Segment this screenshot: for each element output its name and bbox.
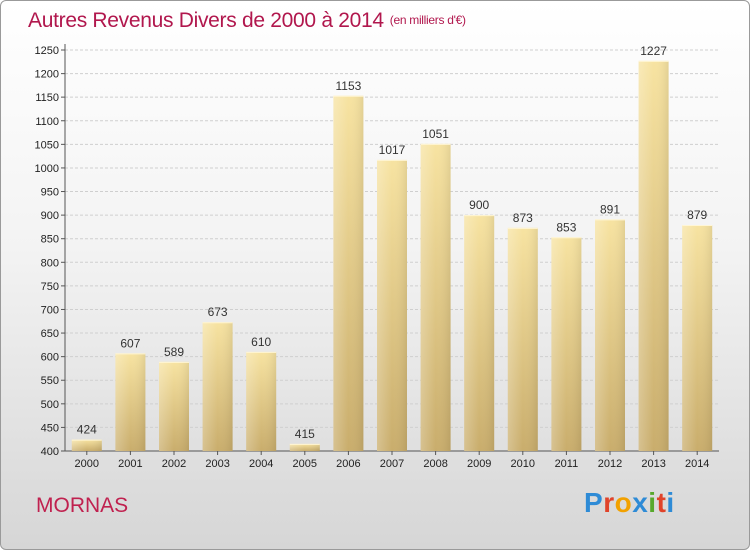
y-tick-label: 650 [41, 328, 59, 340]
x-tick-label-2001: 2001 [118, 458, 142, 470]
bar-shade-2009 [464, 215, 495, 451]
logo-letter: i [666, 487, 675, 518]
logo-letter: t [656, 487, 667, 518]
y-tick-label: 500 [41, 399, 59, 411]
value-label-2002: 589 [164, 345, 184, 359]
y-tick-label: 550 [41, 375, 59, 387]
value-label-2014: 879 [687, 208, 707, 222]
logo-letter: P [584, 487, 604, 518]
y-tick-label: 1250 [35, 45, 59, 57]
bar-shade-2007 [377, 159, 407, 451]
x-tick-label-2002: 2002 [162, 458, 186, 470]
x-tick-label-2008: 2008 [423, 458, 447, 470]
x-tick-label-2006: 2006 [336, 458, 360, 470]
value-label-2007: 1017 [379, 143, 406, 157]
value-label-2012: 891 [600, 202, 620, 216]
x-tick-label-2003: 2003 [205, 458, 229, 470]
x-tick-label-2012: 2012 [598, 458, 622, 470]
y-tick-label: 450 [41, 422, 59, 434]
value-label-2011: 853 [556, 220, 576, 234]
x-tick-label-2009: 2009 [467, 458, 491, 470]
value-label-2008: 1051 [422, 127, 449, 141]
value-label-2005: 415 [295, 427, 315, 441]
y-tick-label: 1200 [35, 69, 59, 81]
chart-title: Autres Revenus Divers de 2000 à 2014 (en … [28, 9, 466, 33]
bar-shade-2003 [202, 322, 233, 451]
y-tick-label: 900 [41, 210, 59, 222]
y-tick-label: 950 [41, 187, 59, 199]
x-tick-label-2011: 2011 [555, 458, 579, 470]
value-label-2010: 873 [513, 211, 533, 225]
value-label-2003: 673 [208, 305, 228, 319]
bar-shade-2008 [420, 143, 451, 452]
commune-name: MORNAS [36, 494, 129, 517]
logo-letter: i [648, 487, 657, 518]
unit-note: (en milliers d'€) [389, 13, 466, 27]
bar-shade-2004 [246, 351, 277, 451]
chart-title-text: Autres Revenus Divers de 2000 à 2014 [28, 9, 384, 32]
logo-letter: o [614, 487, 633, 518]
x-tick-label-2004: 2004 [249, 458, 273, 470]
x-tick-label-2014: 2014 [685, 458, 709, 470]
bar-shade-2002 [159, 361, 189, 451]
bar-shade-2013 [638, 60, 669, 452]
bar-shade-2014 [682, 225, 713, 451]
x-tick-label-2013: 2013 [641, 458, 665, 470]
bar-shade-2000 [71, 439, 102, 451]
y-tick-label: 1100 [35, 116, 59, 128]
y-tick-label: 1050 [35, 139, 59, 151]
logo-letter: x [632, 487, 649, 518]
y-tick-label: 600 [41, 352, 59, 364]
y-tick-label: 750 [41, 281, 59, 293]
bar-shade-2005 [289, 443, 320, 451]
logo-letter: r [603, 487, 615, 518]
y-tick-label: 700 [41, 304, 59, 316]
y-tick-label: 850 [41, 234, 59, 246]
x-tick-label-2000: 2000 [75, 458, 99, 470]
x-tick-label-2005: 2005 [293, 458, 317, 470]
y-tick-label: 1000 [35, 163, 59, 175]
y-tick-label: 800 [41, 257, 59, 269]
value-label-2000: 424 [77, 423, 97, 437]
x-tick-label-2007: 2007 [380, 458, 404, 470]
value-label-2013: 1227 [640, 44, 667, 58]
y-tick-label: 400 [41, 446, 59, 458]
bar-shade-2012 [595, 219, 625, 451]
proxiti-logo: Proxiti [584, 487, 675, 519]
bar-shade-2010 [507, 227, 538, 451]
y-tick-label: 1150 [35, 92, 59, 104]
bar-shade-2006 [333, 95, 364, 452]
bar-shade-2001 [115, 353, 146, 451]
value-label-2009: 900 [469, 198, 489, 212]
bar-shade-2011 [551, 237, 582, 451]
value-label-2001: 607 [120, 336, 140, 350]
x-tick-label-2010: 2010 [511, 458, 535, 470]
value-label-2006: 1153 [335, 79, 361, 93]
value-label-2004: 610 [251, 335, 271, 349]
